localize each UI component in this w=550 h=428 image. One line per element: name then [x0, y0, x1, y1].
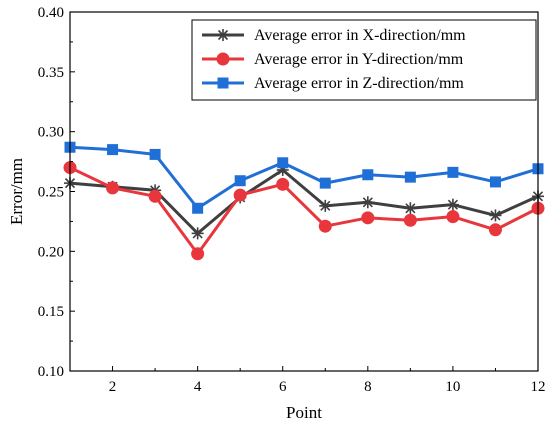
- asterisk-stroke: [447, 199, 458, 210]
- asterisk-stroke: [217, 29, 229, 41]
- y-tick-label: 0.40: [38, 5, 64, 21]
- y-tick-label: 0.25: [38, 185, 64, 201]
- data-point: [447, 166, 459, 178]
- data-point: [403, 213, 417, 227]
- data-point: [446, 198, 459, 211]
- x-axis-title: Point: [286, 403, 322, 422]
- data-point: [404, 202, 417, 215]
- data-point: [149, 148, 161, 160]
- legend-entry: Average error in X-direction/mm: [202, 27, 466, 44]
- asterisk-stroke: [320, 200, 331, 211]
- plot-area: [63, 141, 545, 261]
- legend-label: Average error in Z-direction/mm: [254, 75, 464, 92]
- data-point: [191, 247, 205, 261]
- data-point: [318, 219, 332, 233]
- legend: Average error in X-direction/mm Average e…: [191, 19, 537, 101]
- data-point: [191, 227, 204, 240]
- data-point: [107, 144, 119, 156]
- asterisk-stroke: [362, 197, 373, 208]
- legend-box: [191, 19, 537, 101]
- data-point: [361, 211, 375, 225]
- data-point: [404, 171, 416, 183]
- legend-swatch-marker: [216, 52, 230, 66]
- data-point: [361, 196, 374, 209]
- legend-label: Average error in Y-direction/mm: [254, 51, 464, 68]
- axis-ticks: 0.10 0.15 0.20 0.25 0.30 0.35 0.40 2 4 6 8 10 12: [38, 5, 546, 395]
- data-point: [233, 188, 247, 202]
- data-point: [106, 181, 120, 195]
- legend-entry: Average error in Z-direction/mm: [202, 75, 464, 92]
- y-axis-title: Error/mm: [7, 158, 26, 225]
- y-tick-label: 0.30: [38, 125, 64, 141]
- data-point: [489, 176, 501, 188]
- legend-swatch-marker: [217, 29, 229, 41]
- asterisk-stroke: [405, 203, 416, 214]
- y-tick-label: 0.20: [38, 244, 64, 260]
- data-point: [277, 157, 289, 169]
- x-tick-label: 10: [445, 379, 460, 395]
- data-point: [234, 175, 246, 187]
- y-tick-label: 0.15: [38, 304, 64, 320]
- asterisk-stroke: [192, 228, 203, 239]
- legend-label: Average error in X-direction/mm: [254, 27, 466, 44]
- x-tick-label: 6: [279, 379, 287, 395]
- data-point: [148, 189, 162, 203]
- data-point: [362, 169, 374, 181]
- data-point: [319, 177, 331, 189]
- x-tick-label: 2: [109, 379, 117, 395]
- series-line: [69, 166, 539, 256]
- data-point: [276, 177, 290, 191]
- y-tick-label: 0.35: [38, 65, 64, 81]
- y-tick-label: 0.10: [38, 364, 64, 380]
- data-point: [192, 202, 204, 214]
- x-tick-label: 12: [531, 379, 546, 395]
- x-tick-label: 8: [364, 379, 372, 395]
- legend-entry: Average error in Y-direction/mm: [202, 51, 464, 68]
- asterisk-stroke: [490, 210, 501, 221]
- data-point: [489, 209, 502, 222]
- series-3: [64, 141, 544, 214]
- series-line: [69, 145, 539, 210]
- series-2: [63, 161, 545, 261]
- data-point: [446, 210, 460, 224]
- series-line: [69, 168, 539, 235]
- data-point: [319, 199, 332, 212]
- data-point: [488, 223, 502, 237]
- legend-swatch-marker: [217, 77, 229, 89]
- x-tick-label: 4: [194, 379, 202, 395]
